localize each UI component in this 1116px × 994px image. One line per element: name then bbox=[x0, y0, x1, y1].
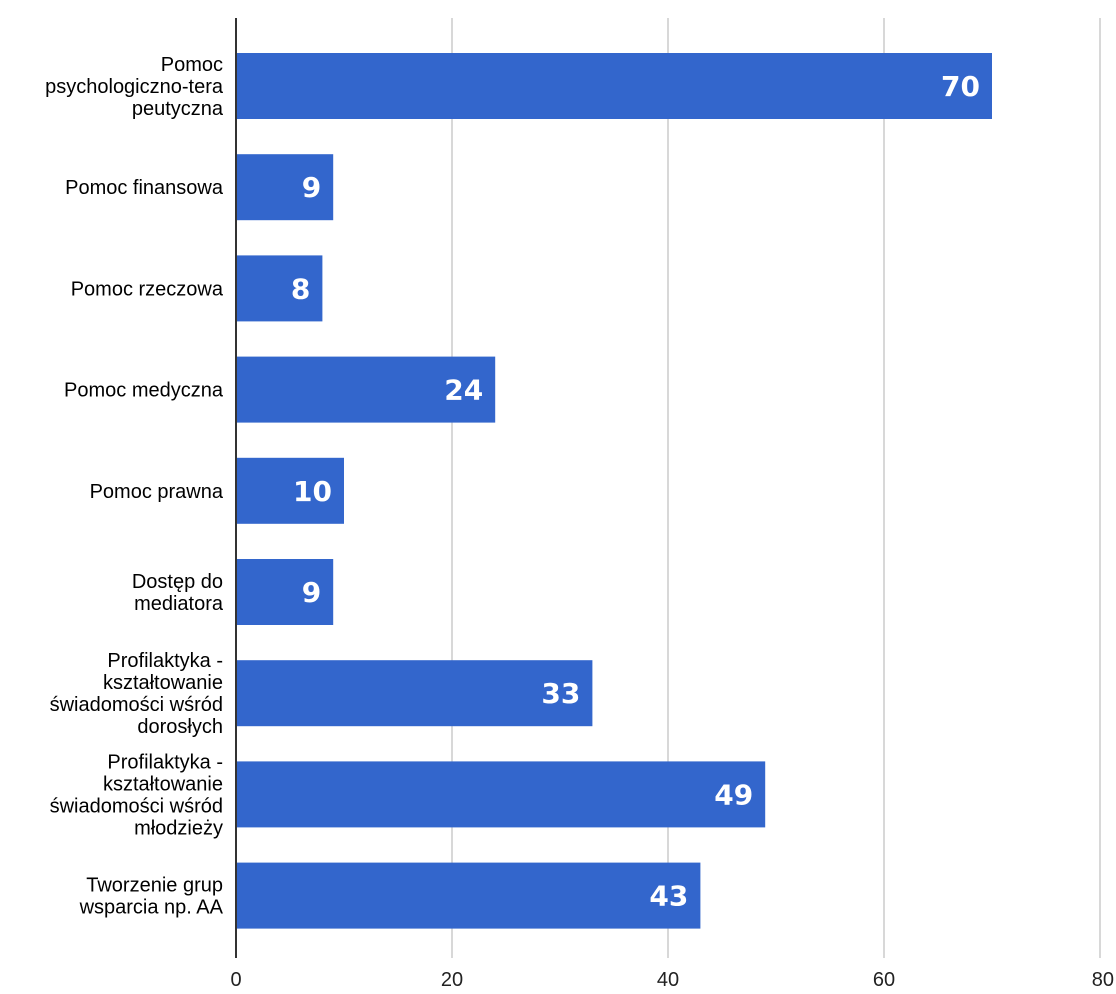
category-label: Pomoc rzeczowa bbox=[71, 278, 224, 300]
category-label: Dostęp do mediatora bbox=[132, 571, 224, 615]
category-label: Pomoc prawna bbox=[90, 481, 224, 503]
category-label: Pomoc medyczna bbox=[64, 380, 224, 402]
x-tick-label: 60 bbox=[873, 969, 895, 991]
bar-value-label: 43 bbox=[649, 880, 688, 913]
x-tick-label: 20 bbox=[441, 969, 463, 991]
bar-value-label: 70 bbox=[941, 70, 980, 103]
bar bbox=[236, 53, 992, 119]
bar-value-label: 24 bbox=[444, 374, 483, 407]
bar-value-label: 8 bbox=[291, 272, 310, 305]
category-label: Profilaktyka -kształtowanie świadomości w… bbox=[50, 751, 223, 839]
bar bbox=[236, 457, 344, 524]
x-tick-label: 0 bbox=[230, 969, 241, 991]
x-axis-tick-labels: 0 20 40 60 80 bbox=[230, 969, 1114, 991]
bar-value-label: 49 bbox=[714, 778, 753, 811]
bar-value-label: 10 bbox=[293, 475, 332, 508]
category-label: Pomoc finansowa bbox=[65, 177, 224, 199]
bar-value-label: 9 bbox=[302, 576, 321, 609]
bar bbox=[236, 255, 323, 322]
x-tick-label: 40 bbox=[657, 969, 679, 991]
bar bbox=[236, 154, 334, 221]
bars: 70 9 8 24 10 9 33 49 43 bbox=[236, 53, 992, 929]
bar bbox=[236, 356, 496, 423]
bar bbox=[236, 761, 766, 828]
bar bbox=[236, 660, 593, 727]
bar-value-label: 9 bbox=[302, 171, 321, 204]
bar bbox=[236, 862, 701, 929]
category-label: Profilaktyka -kształtowanie świadomości w… bbox=[50, 650, 223, 738]
bar-value-label: 33 bbox=[541, 677, 580, 710]
category-label: Tworzenie grup wsparcia np. AA bbox=[79, 875, 224, 919]
category-labels: Pomoc psychologiczno-tera peutyczna Pomoc f… bbox=[45, 54, 224, 919]
category-label: Pomoc psychologiczno-tera peutyczna bbox=[45, 54, 224, 120]
x-tick-label: 80 bbox=[1092, 969, 1114, 991]
bar bbox=[236, 559, 334, 625]
